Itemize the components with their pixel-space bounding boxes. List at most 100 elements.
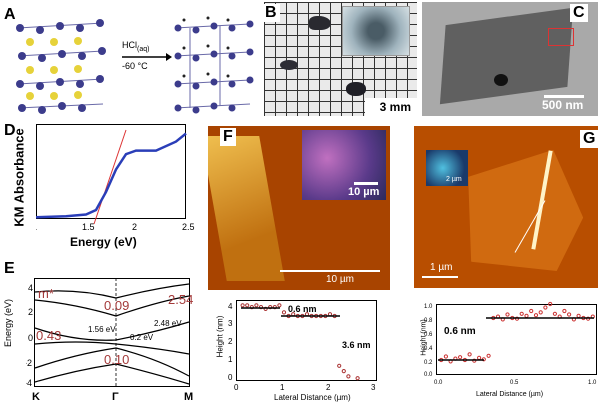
ytick-label: 3	[228, 319, 233, 328]
flake	[439, 7, 574, 105]
xtick-label: 2	[132, 222, 137, 232]
xtick-label: 0	[234, 383, 239, 392]
data-point	[486, 353, 491, 358]
inset-scalebar-label: 2 µm	[446, 176, 462, 183]
annotation-mstar: m*	[38, 286, 54, 301]
xtick-label: 1	[280, 383, 285, 392]
data-point	[240, 303, 245, 308]
annotation-gap156: 1.56 eV	[88, 325, 116, 334]
annotation-gap248: 2.48 eV	[154, 319, 182, 328]
panel-g-profile: Height (nm) 1.0 0.8 0.6 0.4 0.2 0.0 0.0 …	[414, 300, 600, 404]
ytick-label: 0.2	[424, 360, 433, 366]
panel-g: 2 µm 1 µm	[414, 126, 598, 288]
ytick-label: 2	[28, 307, 33, 317]
scalebar-label: 500 nm	[542, 98, 584, 112]
absorbance-plot: 1 1.5 2 2.5	[36, 124, 195, 232]
step-label: 0.6 nm	[444, 326, 476, 337]
scalebar-label: 10 µm	[326, 274, 354, 285]
panel-label: A	[4, 6, 16, 23]
xtick-label: 1.0	[588, 380, 597, 386]
ytick-label: 0.6	[424, 332, 433, 338]
panel-b: B 3 mm	[262, 2, 417, 116]
step-label: 0.6 nm	[288, 304, 317, 314]
data-point	[548, 301, 553, 307]
xtick-label: 0.5	[510, 380, 519, 386]
panel-a: A HCl(aq) -60 °C	[0, 0, 258, 118]
ytick-label: 1.0	[424, 304, 433, 310]
highlight-box	[548, 28, 574, 46]
data-point	[346, 374, 351, 379]
scalebar-label: 1 µm	[430, 262, 453, 273]
ytick-label: -2	[26, 358, 32, 368]
crystal-structure-before	[16, 19, 106, 114]
vial-photo	[342, 6, 410, 56]
panel-label: D	[4, 122, 16, 139]
xtick-label: 1.5	[82, 222, 95, 232]
xtick-label: K	[32, 391, 40, 403]
ytick-label: -4	[26, 378, 32, 388]
inset-scalebar-label: 10 µm	[348, 186, 380, 198]
dark-spot	[494, 74, 508, 86]
afm-flake	[208, 136, 285, 281]
y-axis-label: KM Absorbance	[11, 128, 27, 227]
ytick-label: 4	[28, 283, 33, 293]
xtick-label: Γ	[112, 391, 119, 403]
data-point	[524, 313, 529, 318]
xtick-label: 2.5	[182, 222, 195, 232]
panel-label: C	[570, 4, 588, 22]
absorbance-curve	[36, 132, 187, 219]
annotation-043: 0.43	[36, 328, 61, 343]
panel-f-profile: Height (nm) 4 3 2 1 0 0 1 2 3 0.6 nm 3.6…	[208, 298, 390, 404]
data-point	[337, 363, 342, 368]
data-point	[543, 305, 548, 310]
ytick-label: 2	[228, 337, 233, 346]
xtick-label: 1	[36, 222, 37, 232]
crystal-flake	[309, 16, 331, 30]
x-axis-label: Lateral Distance (µm)	[274, 393, 351, 402]
inset-optical-image: 2 µm	[426, 150, 468, 186]
ytick-label: 0.4	[424, 346, 433, 352]
data-point	[443, 354, 448, 359]
x-axis-label: Lateral Distance (µm)	[476, 391, 543, 398]
data-point	[477, 355, 482, 361]
panel-g-label: G	[580, 130, 599, 148]
crystal-flake	[280, 60, 298, 70]
panel-label: E	[4, 260, 15, 277]
ytick-label: 4	[228, 302, 233, 311]
reagent-subscript: (aq)	[137, 45, 150, 53]
x-axis-label: Energy (eV)	[70, 235, 137, 249]
reagent: HCl	[122, 40, 137, 50]
xtick-label: 3	[371, 383, 376, 392]
inset-optical-image: 10 µm	[302, 130, 386, 200]
tangent-line	[93, 129, 127, 225]
scalebar: 3 mm	[365, 98, 417, 116]
band-structure: 4 2 0 -2 -4 K Γ M m* 0.09 2.54 0.43 0.10…	[26, 278, 193, 403]
annotation-254: 2.54	[168, 292, 193, 307]
panel-f-label: F	[220, 128, 236, 146]
data-point	[552, 311, 557, 316]
panel-f: 10 µm 10 µm	[208, 126, 390, 290]
xtick-label: M	[184, 391, 193, 403]
data-point	[519, 311, 524, 316]
reaction-arrow: HCl(aq) -60 °C	[122, 40, 174, 71]
data-point	[245, 303, 250, 308]
data-point	[355, 376, 360, 381]
crystal-flake	[346, 82, 366, 96]
panel-c: C 500 nm	[422, 2, 598, 116]
data-point	[254, 303, 259, 308]
annotation-009: 0.09	[104, 298, 129, 313]
data-point	[341, 369, 346, 374]
ytick-label: 0	[228, 373, 233, 382]
annotation-gap02: 0.2 eV	[130, 333, 154, 342]
data-point	[281, 310, 287, 315]
crystal-structure-after	[174, 16, 254, 114]
data-point	[458, 355, 463, 360]
ytick-label: 0.0	[424, 372, 433, 378]
scalebar-label: 3 mm	[379, 100, 411, 114]
step-label: 3.6 nm	[342, 340, 371, 350]
panel-d: D KM Absorbance 1 1.5 2 2.5 Energy (eV)	[0, 120, 205, 255]
data-point	[467, 352, 472, 357]
afm-flake	[454, 147, 591, 286]
panel-e: E Energy (eV) 4 2 0 -2 -4 K Γ M m* 0.09 …	[0, 258, 205, 404]
xtick-label: 2	[326, 383, 331, 392]
